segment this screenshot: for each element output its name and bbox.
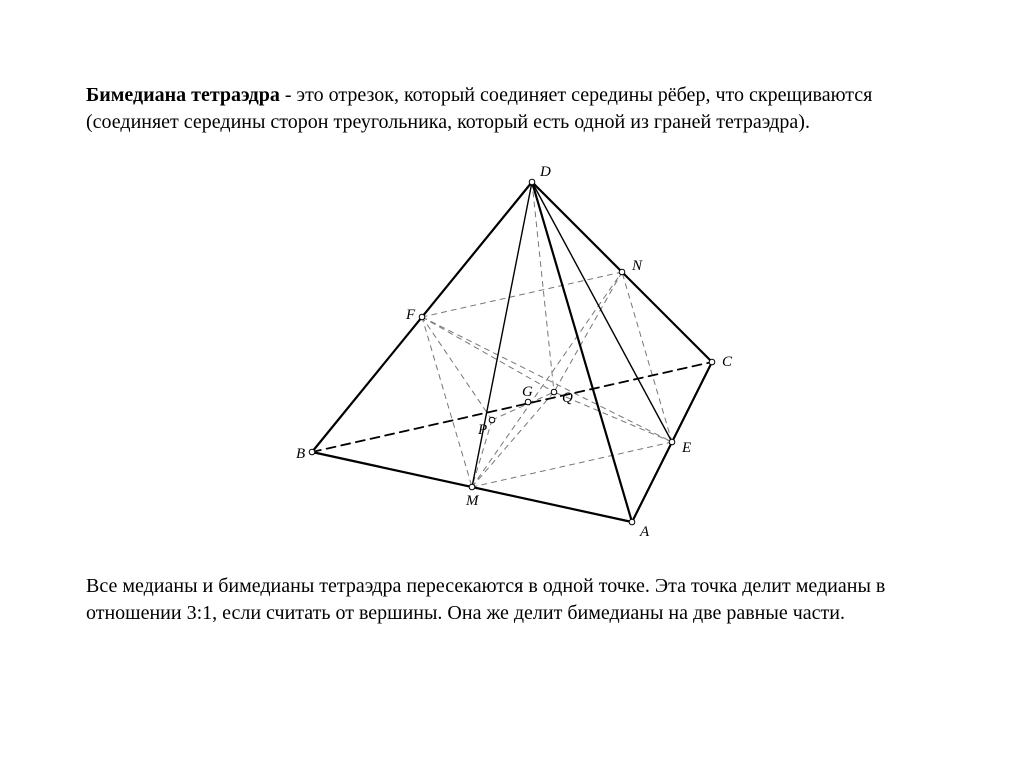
svg-text:E: E <box>681 440 691 456</box>
figure-container: A B C D M E N F P Q G <box>86 162 938 547</box>
svg-text:Q: Q <box>562 390 573 406</box>
page: Бимедиана тетраэдра - это отрезок, котор… <box>0 0 1024 687</box>
svg-text:D: D <box>539 164 551 180</box>
svg-text:C: C <box>722 354 733 370</box>
svg-text:B: B <box>296 446 305 462</box>
tetrahedron-diagram: A B C D M E N F P Q G <box>252 162 772 542</box>
svg-text:N: N <box>631 258 643 274</box>
svg-text:A: A <box>639 524 650 540</box>
definition-paragraph: Бимедиана тетраэдра - это отрезок, котор… <box>86 82 938 136</box>
svg-text:G: G <box>522 384 533 400</box>
svg-text:P: P <box>477 422 487 438</box>
svg-text:M: M <box>465 493 480 509</box>
svg-text:F: F <box>405 307 416 323</box>
term-bold: Бимедиана тетраэдра <box>86 84 280 106</box>
property-paragraph: Все медианы и бимедианы тетраэдра пересе… <box>86 573 938 627</box>
